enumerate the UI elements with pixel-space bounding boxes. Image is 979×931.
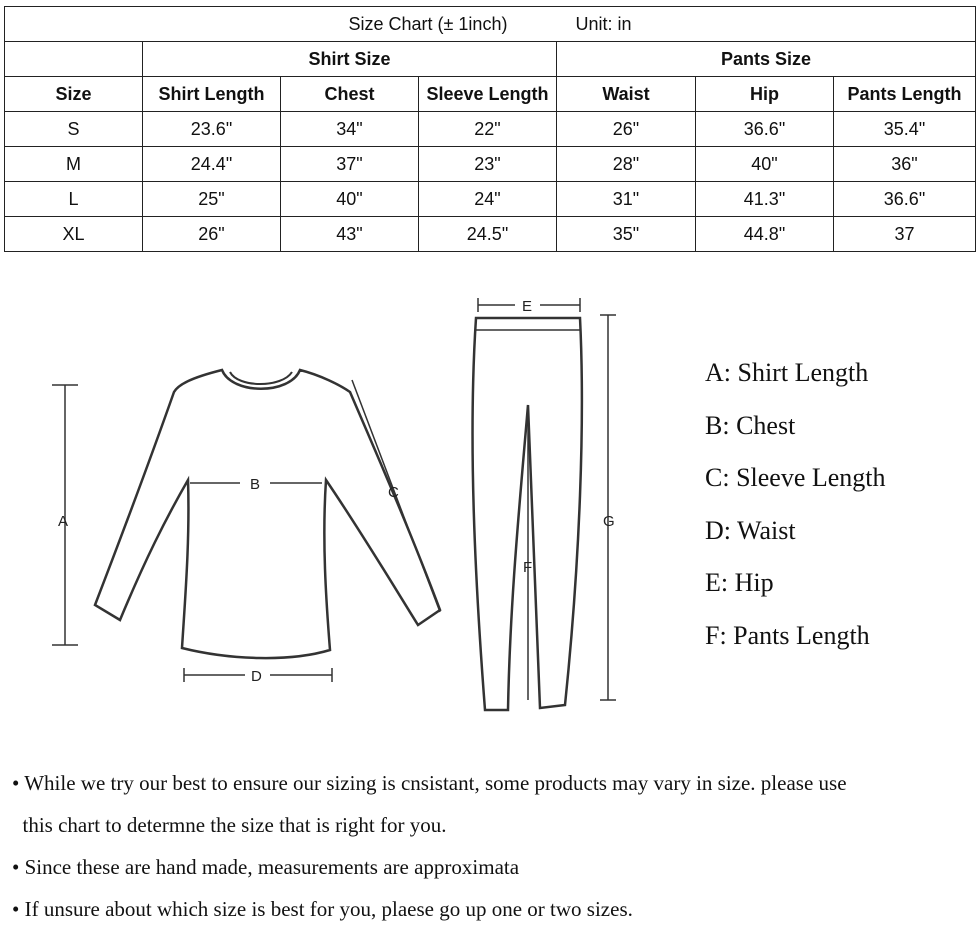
label-f: F — [523, 559, 532, 576]
table-cell: 36.6" — [695, 111, 834, 147]
legend-item: A: Shirt Length — [705, 358, 869, 387]
note-line: • Since these are hand made, measurement… — [12, 855, 520, 879]
label-a: A — [58, 513, 68, 530]
label-c: C — [388, 484, 399, 501]
table-cell: 23.6" — [142, 111, 281, 147]
table-row: M 24.4" 37" 23" 28" 40" 36" — [4, 146, 976, 182]
measurement-legend: A: Shirt Length B: Chest C: Sleeve Lengt… — [705, 352, 886, 667]
table-cell: 22" — [418, 111, 557, 147]
group-shirt: Shirt Size — [142, 41, 557, 77]
size-chart-table: Size Chart (± 1inch) Unit: in Shirt Size … — [4, 6, 976, 252]
table-cell: L — [4, 181, 143, 217]
table-cell: 37 — [833, 216, 976, 252]
label-b: B — [250, 476, 260, 493]
legend-item: E: Hip — [705, 568, 774, 597]
unit-text: Unit: in — [575, 13, 632, 34]
legend-item: D: Waist — [705, 515, 796, 545]
label-e: E — [522, 298, 532, 315]
table-cell: S — [4, 111, 143, 147]
sizing-notes: • While we try our best to ensure our si… — [12, 763, 847, 931]
chart-title: Size Chart (± 1inch) Unit: in — [4, 6, 976, 42]
note-line: this chart to determne the size that is … — [12, 813, 447, 837]
note-line: • If unsure about which size is best for… — [12, 897, 633, 921]
table-cell: 24" — [418, 181, 557, 217]
table-cell: 40" — [280, 181, 419, 217]
table-cell: 24.5" — [418, 216, 557, 252]
table-cell: 25" — [142, 181, 281, 217]
table-cell: 23" — [418, 146, 557, 182]
note-line: • While we try our best to ensure our si… — [12, 771, 847, 795]
table-cell: 26" — [556, 111, 696, 147]
column-header: Waist — [556, 76, 696, 112]
column-header: Pants Length — [833, 76, 976, 112]
group-pants: Pants Size — [556, 41, 976, 77]
group-row: Shirt Size Pants Size — [4, 41, 976, 77]
legend-item: C: Sleeve Length — [705, 463, 886, 492]
legend-item: B: Chest — [705, 410, 796, 440]
column-header: Shirt Length — [142, 76, 281, 112]
empty-cell — [4, 41, 143, 77]
column-header: Size — [4, 76, 143, 112]
table-cell: 37" — [280, 146, 419, 182]
table-cell: 26" — [142, 216, 281, 252]
legend-item: F: Pants Length — [705, 620, 870, 650]
title-row: Size Chart (± 1inch) Unit: in — [4, 6, 976, 42]
title-text: Size Chart (± 1inch) — [348, 13, 508, 34]
column-header: Hip — [695, 76, 834, 112]
pants-drawing — [471, 316, 584, 712]
label-d: D — [251, 668, 262, 685]
column-header: Chest — [280, 76, 419, 112]
column-header: Sleeve Length — [418, 76, 557, 112]
table-cell: 41.3" — [695, 181, 834, 217]
table-cell: XL — [4, 216, 143, 252]
table-cell: 43" — [280, 216, 419, 252]
garment-diagram: A B C D E F G — [52, 298, 616, 712]
shirt-drawing — [93, 368, 442, 660]
table-row: L 25" 40" 24" 31" 41.3" 36.6" — [4, 181, 976, 217]
table-cell: 35" — [556, 216, 696, 252]
pants-dimension-lines — [477, 298, 616, 701]
table-cell: 44.8" — [695, 216, 834, 252]
table-cell: 36.6" — [833, 181, 976, 217]
header-row: Size Shirt Length Chest Sleeve Length Waist H… — [4, 76, 976, 112]
table-row: XL 26" 43" 24.5" 35" 44.8" 37 — [4, 216, 976, 252]
shirt-dimension-lines — [52, 379, 441, 682]
table-cell: M — [4, 146, 143, 182]
table-cell: 40" — [695, 146, 834, 182]
table-cell: 31" — [556, 181, 696, 217]
table-cell: 36" — [833, 146, 976, 182]
table-cell: 24.4" — [142, 146, 281, 182]
table-cell: 28" — [556, 146, 696, 182]
table-row: S 23.6" 34" 22" 26" 36.6" 35.4" — [4, 111, 976, 147]
label-g: G — [603, 513, 615, 530]
table-cell: 35.4" — [833, 111, 976, 147]
table-cell: 34" — [280, 111, 419, 147]
